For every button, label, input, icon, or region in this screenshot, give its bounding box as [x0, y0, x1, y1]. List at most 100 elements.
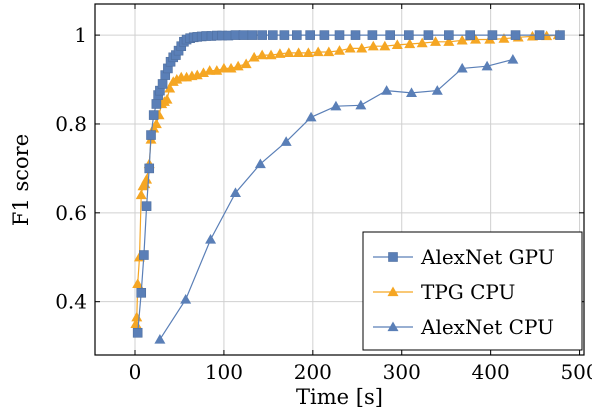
alexnet-gpu-point [487, 30, 498, 40]
legend-marker [387, 286, 399, 297]
alexnet-cpu-point [507, 54, 519, 64]
x-axis-title: Time [s] [296, 385, 383, 409]
alexnet-gpu-point [132, 327, 143, 338]
tpg-cpu-point [132, 278, 144, 289]
alexnet-gpu-point [230, 30, 241, 40]
y-tick-label: 0.8 [55, 112, 87, 136]
alexnet-cpu-series [154, 54, 519, 344]
alexnet-gpu-point [555, 30, 565, 40]
alexnet-gpu-point [148, 110, 159, 120]
alexnet-gpu-point [238, 30, 249, 40]
alexnet-gpu-point [144, 163, 155, 174]
alexnet-gpu-series [132, 30, 565, 338]
legend-marker [388, 252, 398, 262]
tpg-cpu-point [344, 42, 356, 53]
tpg-cpu-point [161, 94, 173, 104]
alexnet-gpu-point [146, 130, 156, 140]
alexnet-cpu-point [431, 85, 443, 95]
tpg-cpu-point [135, 189, 147, 200]
x-tick-label: 100 [205, 360, 243, 384]
tpg-cpu-point [470, 34, 482, 44]
legend-entry-alexnet-gpu: AlexNet GPU [373, 245, 555, 269]
alexnet-gpu-point [465, 30, 475, 40]
x-tick-label: 0 [129, 360, 142, 384]
legend: AlexNet GPU TPG CPU AlexNet CPU [362, 231, 583, 351]
alexnet-cpu-point [229, 187, 241, 197]
alexnet-gpu-point [136, 287, 147, 298]
tpg-cpu-point [164, 82, 176, 93]
x-tick-label: 500 [560, 360, 592, 384]
alexnet-gpu-point [510, 30, 521, 40]
x-tick-label: 400 [472, 360, 510, 384]
tpg-cpu-point [323, 46, 335, 57]
alexnet-gpu-point [141, 201, 152, 211]
x-tick-label: 200 [294, 360, 332, 384]
series-layer [130, 29, 565, 344]
legend-entry-tpg-cpu: TPG CPU [373, 280, 515, 304]
legend-label: TPG CPU [421, 280, 515, 304]
alexnet-gpu-point [157, 79, 168, 89]
alexnet-cpu-point [154, 333, 166, 344]
alexnet-gpu-point [367, 30, 378, 40]
tpg-cpu-point [367, 40, 379, 51]
alexnet-gpu-point [268, 30, 278, 40]
tpg-cpu-point [240, 58, 252, 69]
legend-marker [387, 321, 399, 332]
tpg-cpu-point [443, 36, 455, 46]
alexnet-cpu-point [481, 60, 493, 71]
tpg-cpu-point [379, 40, 391, 51]
alexnet-cpu-point [205, 233, 217, 244]
alexnet-gpu-point [247, 30, 258, 40]
alexnet-gpu-point [423, 30, 434, 40]
legend-label: AlexNet GPU [420, 245, 555, 269]
tpg-cpu-point [265, 49, 277, 60]
legend-label: AlexNet CPU [420, 315, 554, 339]
tpg-cpu-point [430, 36, 442, 46]
alexnet-gpu-point [292, 30, 302, 40]
alexnet-gpu-point [305, 30, 315, 40]
y-tick-label: 1 [74, 23, 87, 47]
tpg-cpu-point [283, 47, 295, 57]
alexnet-cpu-point [180, 293, 192, 304]
tpg-cpu-point [274, 48, 286, 58]
alexnet-gpu-point [319, 30, 330, 40]
legend-entry-alexnet-cpu: AlexNet CPU [373, 315, 554, 339]
tpg-cpu-point [150, 118, 162, 129]
legend-box [362, 231, 583, 351]
alexnet-gpu-point [404, 30, 414, 40]
alexnet-gpu-point [151, 99, 162, 109]
tpg-cpu-point [256, 49, 268, 60]
y-axis-title: F1 score [9, 134, 33, 226]
alexnet-cpu-point [330, 100, 342, 111]
tpg-cpu-point [356, 42, 368, 53]
alexnet-cpu-point [254, 158, 266, 169]
alexnet-cpu-point [280, 136, 292, 146]
y-tick-label: 0.6 [55, 201, 87, 225]
tpg-cpu-point [293, 47, 305, 57]
y-tick-label: 0.4 [55, 290, 87, 314]
tpg-cpu-point [456, 34, 468, 45]
alexnet-gpu-point [279, 30, 290, 40]
tpg-cpu-point [218, 62, 230, 73]
tpg-cpu-point [404, 38, 416, 49]
alexnet-gpu-point [534, 30, 545, 40]
tpg-cpu-point [498, 33, 510, 43]
alexnet-cpu-point [406, 87, 418, 97]
alexnet-cpu-point [381, 85, 393, 95]
tpg-cpu-point [131, 311, 143, 322]
alexnet-gpu-point [334, 30, 345, 40]
tpg-cpu-point [141, 174, 153, 184]
tpg-cpu-point [312, 46, 324, 57]
alexnet-gpu-point [139, 250, 149, 260]
alexnet-cpu-point [355, 99, 367, 110]
axis-ticks: 0 100 200 300 400 500 0.4 0.6 0.8 1 [55, 4, 592, 384]
alexnet-cpu-point [456, 62, 468, 73]
alexnet-gpu-point [350, 30, 361, 40]
alexnet-gpu-point [385, 30, 395, 40]
x-tick-label: 300 [383, 360, 421, 384]
tpg-cpu-point [416, 37, 428, 48]
alexnet-gpu-point [444, 30, 454, 40]
tpg-cpu-point [204, 65, 216, 75]
tpg-cpu-point [334, 45, 345, 55]
